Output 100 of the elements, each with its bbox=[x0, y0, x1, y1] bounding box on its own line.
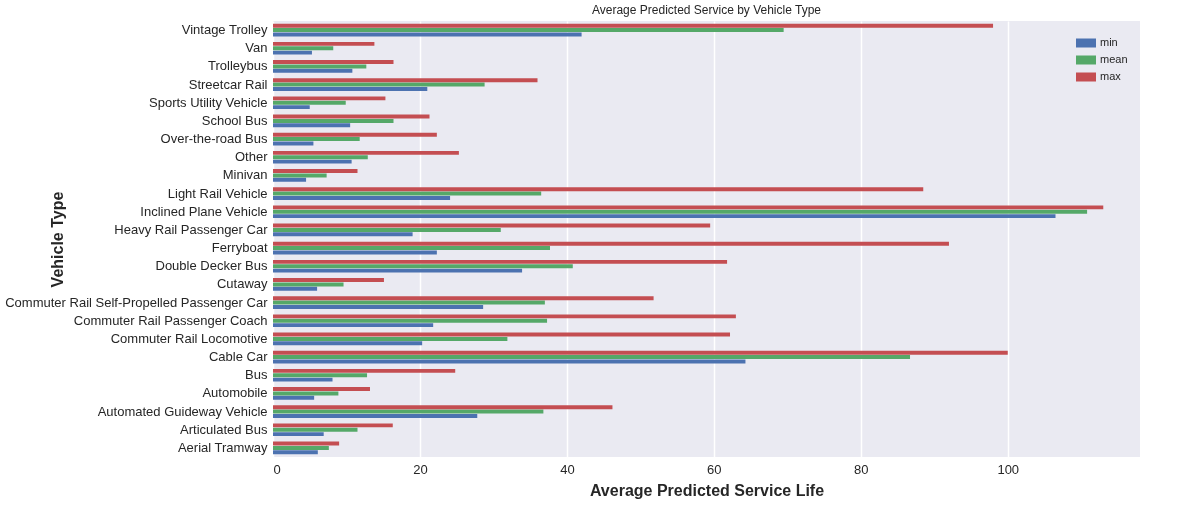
y-tick-label: Commuter Rail Passenger Coach bbox=[73, 312, 268, 328]
bar bbox=[273, 28, 784, 33]
bar bbox=[273, 173, 327, 178]
bar bbox=[273, 177, 307, 182]
y-tick-label: Streetcar Rail bbox=[188, 76, 268, 92]
bar bbox=[273, 323, 434, 328]
y-tick-label: Vintage Trolley bbox=[181, 22, 268, 38]
bar bbox=[273, 159, 352, 164]
bar bbox=[273, 41, 375, 46]
bar bbox=[273, 409, 544, 414]
y-tick-label: Automated Guideway Vehicle bbox=[97, 403, 268, 419]
bar bbox=[273, 250, 437, 255]
bar bbox=[273, 46, 334, 51]
y-tick-label: Articulated Bus bbox=[180, 421, 268, 437]
bar bbox=[273, 209, 1088, 214]
bar bbox=[273, 118, 394, 123]
bar bbox=[273, 268, 523, 273]
bar bbox=[273, 282, 344, 287]
y-tick-label: Bus bbox=[245, 367, 268, 383]
bar bbox=[273, 427, 358, 432]
y-tick-label: Commuter Rail Self-Propelled Passenger Car bbox=[5, 294, 269, 310]
bar bbox=[273, 123, 351, 128]
y-tick-label: Light Rail Vehicle bbox=[167, 185, 268, 201]
y-tick-label: Automobile bbox=[202, 385, 268, 401]
y-tick-label: Minivan bbox=[222, 167, 268, 183]
x-tick-label: 40 bbox=[560, 461, 575, 477]
bar bbox=[273, 132, 437, 137]
legend-label: mean bbox=[1100, 53, 1128, 65]
bar bbox=[273, 246, 550, 251]
bar bbox=[273, 296, 654, 301]
bar bbox=[273, 387, 370, 391]
y-tick-label: Heavy Rail Passenger Car bbox=[114, 221, 269, 237]
bar bbox=[273, 318, 548, 323]
bar bbox=[273, 23, 994, 28]
bar bbox=[273, 373, 368, 378]
bar bbox=[273, 332, 731, 337]
y-tick-label: Aerial Tramway bbox=[177, 439, 268, 455]
y-tick-label: School Bus bbox=[201, 112, 268, 128]
bar bbox=[273, 32, 582, 37]
bar bbox=[273, 137, 360, 142]
bar bbox=[273, 423, 393, 428]
legend-label: max bbox=[1100, 70, 1122, 82]
x-tick-label: 20 bbox=[413, 461, 428, 477]
bar bbox=[273, 78, 538, 83]
bar bbox=[273, 405, 613, 410]
bar bbox=[273, 169, 358, 173]
bar bbox=[273, 223, 711, 228]
bar bbox=[273, 377, 333, 382]
y-tick-label: Commuter Rail Locomotive bbox=[110, 330, 268, 346]
bar bbox=[273, 114, 430, 119]
bar bbox=[273, 278, 384, 282]
bar bbox=[273, 155, 368, 160]
legend-label: min bbox=[1100, 36, 1118, 48]
y-tick-label: Over-the-road Bus bbox=[160, 131, 268, 147]
bar bbox=[273, 445, 329, 450]
x-tick-label: 100 bbox=[997, 461, 1020, 477]
y-tick-label: Trolleybus bbox=[208, 58, 268, 74]
y-tick-label: Ferryboat bbox=[211, 240, 268, 256]
bar bbox=[273, 241, 949, 246]
bar bbox=[273, 441, 340, 446]
bar bbox=[273, 286, 318, 291]
bar bbox=[273, 359, 746, 364]
bar bbox=[273, 68, 353, 73]
bar bbox=[273, 50, 312, 55]
bar bbox=[273, 391, 339, 396]
bar bbox=[273, 150, 459, 155]
x-tick-label: 60 bbox=[707, 461, 722, 477]
y-tick-label: Van bbox=[245, 40, 268, 56]
bar bbox=[273, 259, 728, 264]
y-tick-label: Cutaway bbox=[216, 276, 268, 292]
y-tick-label: Double Decker Bus bbox=[155, 258, 268, 274]
bar bbox=[273, 100, 346, 105]
bar bbox=[273, 305, 484, 309]
bar bbox=[273, 214, 1056, 219]
bar bbox=[273, 196, 451, 200]
bar bbox=[273, 64, 367, 69]
y-tick-label: Other bbox=[234, 149, 269, 165]
y-axis-title: Vehicle Type bbox=[48, 191, 66, 288]
bar bbox=[273, 227, 501, 232]
bar bbox=[273, 87, 428, 91]
chart-title: Average Predicted Service by Vehicle Type bbox=[591, 3, 822, 17]
x-tick-label: 80 bbox=[854, 461, 869, 477]
bar bbox=[273, 350, 1008, 355]
bar bbox=[273, 264, 573, 269]
bar bbox=[273, 414, 478, 418]
bar bbox=[273, 395, 315, 400]
bar bbox=[273, 355, 911, 360]
bar bbox=[273, 191, 542, 196]
bar bbox=[273, 232, 413, 237]
x-tick-label: 0 bbox=[273, 461, 281, 477]
bar bbox=[273, 205, 1104, 210]
bar bbox=[273, 314, 736, 319]
bar bbox=[273, 341, 423, 346]
bar bbox=[273, 300, 545, 305]
bar bbox=[273, 60, 394, 64]
bar bbox=[273, 82, 485, 87]
bar bbox=[273, 336, 508, 341]
bar bbox=[273, 368, 456, 373]
bar bbox=[273, 432, 324, 437]
y-tick-label: Cable Car bbox=[208, 349, 269, 365]
